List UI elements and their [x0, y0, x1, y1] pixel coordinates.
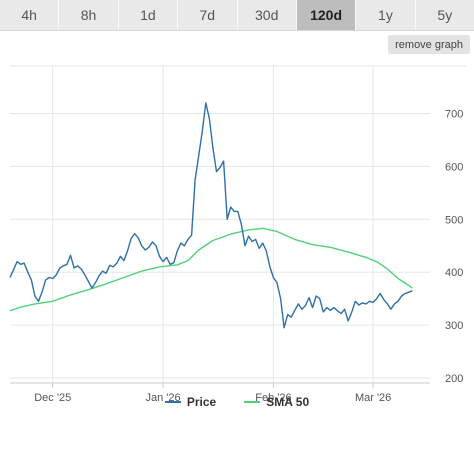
range-tab-8h[interactable]: 8h [59, 0, 119, 30]
remove-graph-button[interactable]: remove graph [388, 35, 470, 54]
legend-label: Price [186, 395, 217, 409]
range-tab-1y[interactable]: 1y [356, 0, 416, 30]
legend-item-price[interactable]: Price [164, 395, 217, 409]
y-tick-label: 700 [445, 109, 463, 121]
series-line-price [9, 102, 413, 329]
y-tick-label: 200 [445, 373, 463, 385]
range-tab-30d[interactable]: 30d [238, 0, 297, 30]
y-tick-label: 600 [445, 161, 463, 173]
range-tab-120d[interactable]: 120d [296, 0, 357, 30]
x-tick-label: Feb '26 [255, 392, 291, 404]
y-tick-label: 300 [445, 320, 463, 332]
range-tab-7d[interactable]: 7d [178, 0, 238, 30]
chart-legend: Price SMA 50 [0, 392, 474, 412]
y-tick-label: 500 [445, 214, 463, 226]
y-tick-label: 400 [445, 267, 463, 279]
range-tab-1d[interactable]: 1d [119, 0, 179, 30]
range-tabs: 4h 8h 1d 7d 30d 120d 1y 5y [0, 0, 474, 31]
range-tab-5y[interactable]: 5y [437, 7, 453, 23]
legend-swatch [164, 401, 181, 403]
series-line-sma-50 [9, 227, 413, 312]
x-tick-label: Dec '25 [34, 392, 71, 404]
legend-label: SMA 50 [266, 395, 310, 409]
legend-item-sma-50[interactable]: SMA 50 [244, 395, 309, 409]
range-tab-4h[interactable]: 4h [0, 0, 60, 30]
legend-swatch [244, 401, 261, 403]
x-tick-label: Mar '26 [355, 392, 391, 404]
